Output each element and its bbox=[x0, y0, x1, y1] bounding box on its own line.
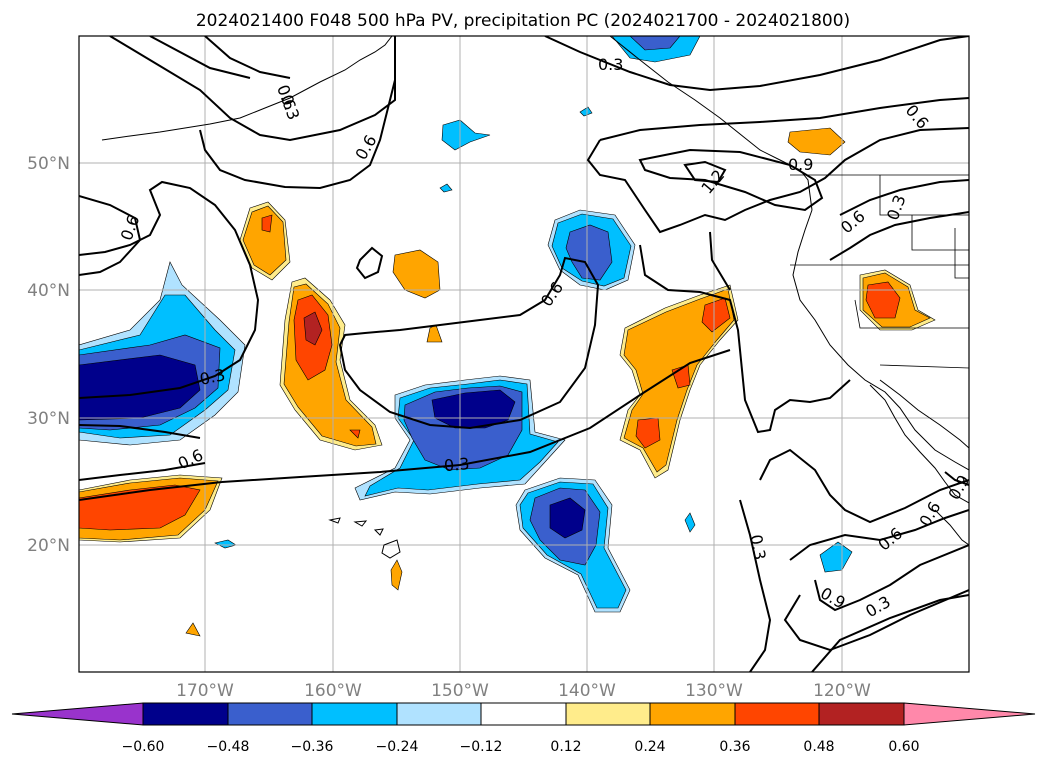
colorbar-tick: −0.48 bbox=[207, 739, 250, 755]
colorbar-ticks: −0.60 −0.48 −0.36 −0.24 −0.12 0.12 0.24 … bbox=[122, 739, 920, 755]
contour-label: 0.9 bbox=[788, 155, 813, 174]
lat-label-20n: 20°N bbox=[27, 536, 70, 556]
colorbar-bin bbox=[818, 702, 905, 726]
neg-blob-west-core bbox=[79, 354, 201, 421]
contour-label: 0.3 bbox=[443, 454, 470, 475]
colorbar-tick: −0.36 bbox=[291, 739, 334, 755]
colorbar-tick: −0.60 bbox=[122, 739, 165, 755]
figure-title: 2024021400 F048 500 hPa PV, precipitatio… bbox=[196, 11, 850, 31]
colorbar-bin bbox=[311, 702, 398, 726]
gridlines bbox=[79, 36, 969, 672]
colorbar-tick: 0.24 bbox=[634, 739, 665, 755]
lon-labels: 170°W 160°W 150°W 140°W 130°W 120°W bbox=[176, 681, 871, 701]
lon-label-140w: 140°W bbox=[558, 681, 616, 701]
precip-shading bbox=[79, 36, 936, 637]
contour-label: 0.3 bbox=[746, 533, 769, 561]
lat-label-40n: 40°N bbox=[27, 281, 70, 301]
lat-label-50n: 50°N bbox=[27, 154, 70, 174]
map-area: 0.3 0.6 0.6 0.6 0.6 0.3 0.6 0.3 0.3 0.6 … bbox=[79, 36, 969, 672]
colorbar-tick: 0.12 bbox=[550, 739, 581, 755]
colorbar-bin bbox=[142, 702, 229, 726]
colorbar-bin bbox=[396, 702, 482, 726]
colorbar bbox=[11, 702, 1036, 726]
pos-blob-153w bbox=[392, 249, 441, 299]
pos-blob-165w bbox=[242, 205, 287, 276]
lon-label-120w: 120°W bbox=[813, 681, 871, 701]
lon-label-150w: 150°W bbox=[431, 681, 489, 701]
contour-label: 0.3 bbox=[598, 55, 623, 74]
colorbar-bin bbox=[480, 702, 567, 726]
colorbar-tick: 0.60 bbox=[888, 739, 919, 755]
lat-labels: 50°N 40°N 30°N 20°N bbox=[27, 154, 70, 556]
coastlines bbox=[101, 36, 969, 559]
colorbar-tick: −0.24 bbox=[376, 739, 419, 755]
lon-label-170w: 170°W bbox=[176, 681, 234, 701]
colorbar-extend-low bbox=[11, 702, 144, 726]
contour-label: 0.3 bbox=[198, 365, 227, 389]
colorbar-bin bbox=[227, 702, 313, 726]
lon-label-130w: 130°W bbox=[685, 681, 743, 701]
pv-contours bbox=[79, 36, 969, 672]
colorbar-tick: −0.12 bbox=[460, 739, 503, 755]
lon-label-160w: 160°W bbox=[304, 681, 362, 701]
colorbar-tick: 0.36 bbox=[719, 739, 750, 755]
colorbar-extend-high bbox=[903, 702, 1036, 726]
colorbar-bin bbox=[649, 702, 736, 726]
lat-label-30n: 30°N bbox=[27, 409, 70, 429]
colorbar-bin bbox=[734, 702, 820, 726]
map-frame bbox=[78, 35, 970, 673]
colorbar-bin bbox=[565, 702, 651, 726]
colorbar-tick: 0.48 bbox=[803, 739, 834, 755]
